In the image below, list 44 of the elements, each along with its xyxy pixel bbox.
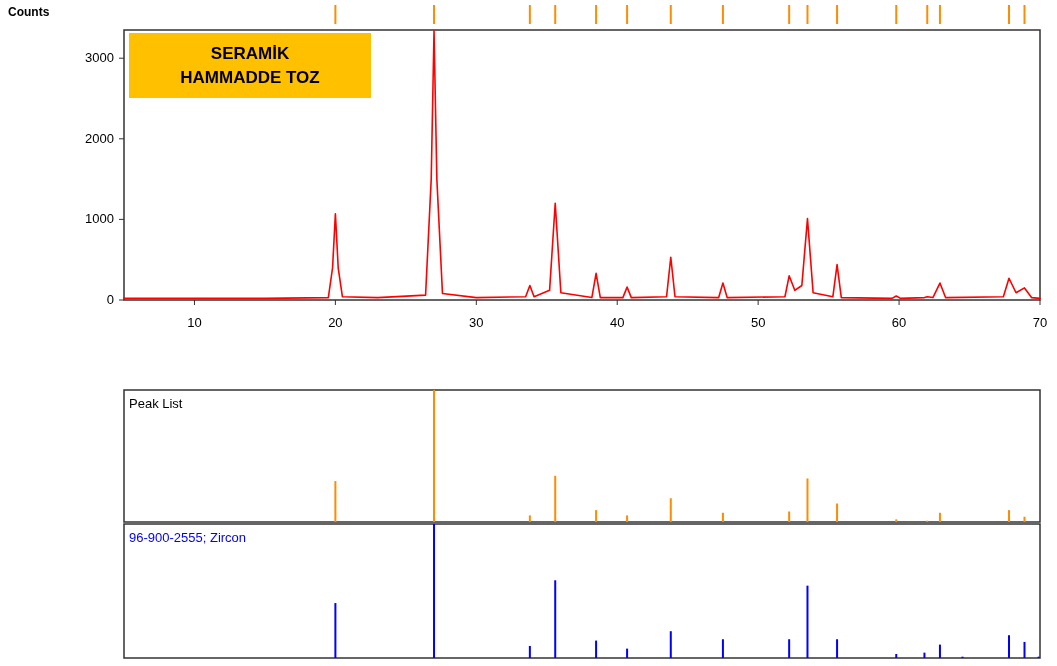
bar — [1008, 510, 1010, 522]
bar — [721, 639, 724, 658]
bar — [626, 515, 629, 522]
bar — [788, 639, 791, 658]
bar — [895, 519, 898, 522]
y-axis-title: Counts — [8, 5, 50, 19]
bar — [334, 481, 337, 522]
bar — [836, 639, 839, 658]
bar — [1023, 641, 1026, 658]
bar — [923, 652, 926, 658]
x-tick-label: 20 — [328, 315, 343, 330]
bar — [595, 640, 598, 658]
bar — [528, 515, 531, 522]
bar — [595, 510, 598, 522]
y-tick-label: 0 — [106, 292, 114, 307]
x-tick-label: 40 — [610, 315, 625, 330]
bar — [938, 512, 941, 522]
bar — [528, 645, 531, 658]
bar — [554, 475, 557, 522]
x-tick-label: 60 — [891, 315, 907, 330]
bar — [721, 512, 724, 522]
x-tick-label: 50 — [750, 315, 766, 330]
y-tick-label: 1000 — [85, 211, 114, 227]
bar — [806, 585, 809, 658]
annotation: SERAMİK HAMMADDE TOZ — [180, 44, 320, 87]
bar — [1008, 635, 1010, 658]
bar — [669, 498, 672, 522]
x-tick-label: 10 — [187, 315, 202, 330]
text: 96-900-2555; Zircon — [129, 530, 247, 545]
bar — [836, 503, 839, 522]
bar — [938, 644, 941, 658]
x-tick-label: 70 — [1032, 315, 1048, 330]
bar — [554, 580, 557, 658]
bar — [895, 653, 898, 658]
bar — [1023, 516, 1026, 522]
y-tick-label: 2000 — [85, 130, 114, 146]
y-tick-label: 3000 — [85, 50, 114, 66]
x-tick-label: 30 — [469, 315, 484, 330]
bar — [669, 631, 672, 658]
bar — [626, 648, 629, 658]
text: Peak List — [129, 396, 183, 411]
bar — [788, 511, 791, 522]
bar — [334, 603, 337, 658]
bar — [806, 478, 809, 522]
